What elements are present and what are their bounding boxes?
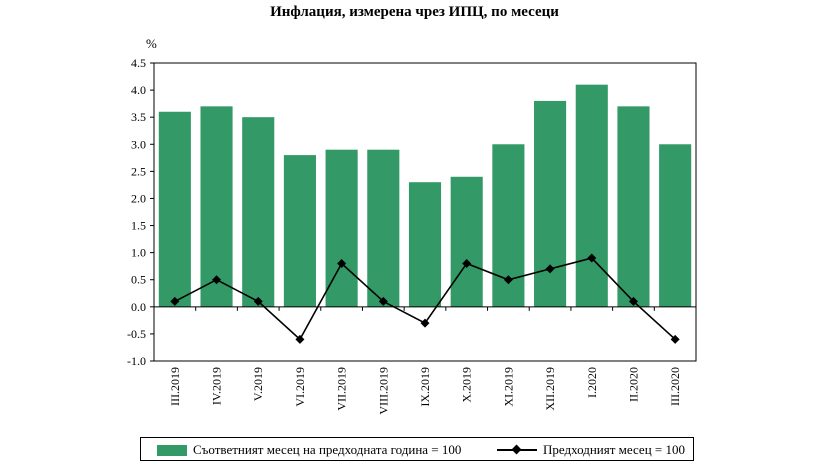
line-marker [378,296,388,306]
bar [200,106,233,307]
inflation-chart: % -1.0 -0.5 0.0 0.5 1.0 1.5 2.0 2.5 3.0 3.5 4.0 4.5… [127,36,697,415]
bar [408,182,442,307]
y-tick-label: 4.0 [131,83,146,97]
x-tick-label: VI.2019 [293,367,307,407]
bar [575,84,608,307]
y-tick-label: -1.0 [127,354,146,368]
x-axis: III.2019 IV.2019 V.2019 VI.2019 VII.2019 VIII… [153,306,697,415]
bar [617,106,650,307]
bar [659,144,692,307]
y-axis: -1.0 -0.5 0.0 0.5 1.0 1.5 2.0 2.5 3.0 3.5 4.0 4.5 [127,56,154,368]
legend: Съответният месец на предходната година … [140,437,694,461]
y-tick-label: 3.0 [131,137,146,151]
x-tick-label: VIII.2019 [376,367,390,415]
y-tick-label: 3.5 [131,110,146,124]
line-marker [462,258,472,268]
y-tick-label: 1.0 [131,246,146,260]
y-tick-label: 2.0 [131,191,146,205]
chart-title: Инфлация, измерена чрез ИПЦ, по месеци [270,4,559,20]
line-marker [420,318,430,328]
x-tick-label: V.2019 [251,367,265,401]
line-marker [503,275,513,285]
legend-bar-swatch [157,444,187,456]
x-tick-label: XII.2019 [543,367,557,411]
y-tick-label: 0.5 [131,273,146,287]
line-marker [587,253,597,263]
line-marker [628,296,638,306]
line-marker [295,334,305,344]
legend-item-bars: Съответният месец на предходната година … [157,442,461,458]
bar [367,149,400,307]
line-marker [670,334,680,344]
legend-line-swatch [497,444,537,456]
line-marker [545,264,555,274]
y-tick-label: -0.5 [127,327,146,341]
x-tick-label: X.2019 [460,367,474,403]
line-series [170,253,680,344]
x-tick-label: II.2020 [626,367,640,402]
bar [158,111,191,307]
bar [534,100,567,307]
legend-item-line: Предходният месец = 100 [497,442,685,458]
bar [242,117,275,307]
line-marker [170,296,180,306]
legend-bar-label: Съответният месец на предходната година … [193,442,462,457]
line-marker [212,275,222,285]
x-tick-label: XI.2019 [501,367,515,407]
x-tick-label: III.2020 [668,367,682,406]
x-tick-label: I.2020 [585,367,599,398]
x-tick-label: VII.2019 [335,367,349,411]
y-tick-label: 4.5 [131,56,146,70]
line-marker [337,258,347,268]
x-tick-label: IX.2019 [418,367,432,407]
x-tick-label: IV.2019 [210,367,224,405]
y-unit-label: % [146,36,157,51]
y-tick-label: 1.5 [131,219,146,233]
line-marker [253,296,263,306]
y-tick-label: 2.5 [131,164,146,178]
bar [450,176,483,307]
legend-line-label: Предходният месец = 100 [543,442,685,457]
x-tick-label: III.2019 [168,367,182,406]
bar [283,155,316,307]
bar [325,149,358,307]
y-tick-label: 0.0 [131,300,146,314]
